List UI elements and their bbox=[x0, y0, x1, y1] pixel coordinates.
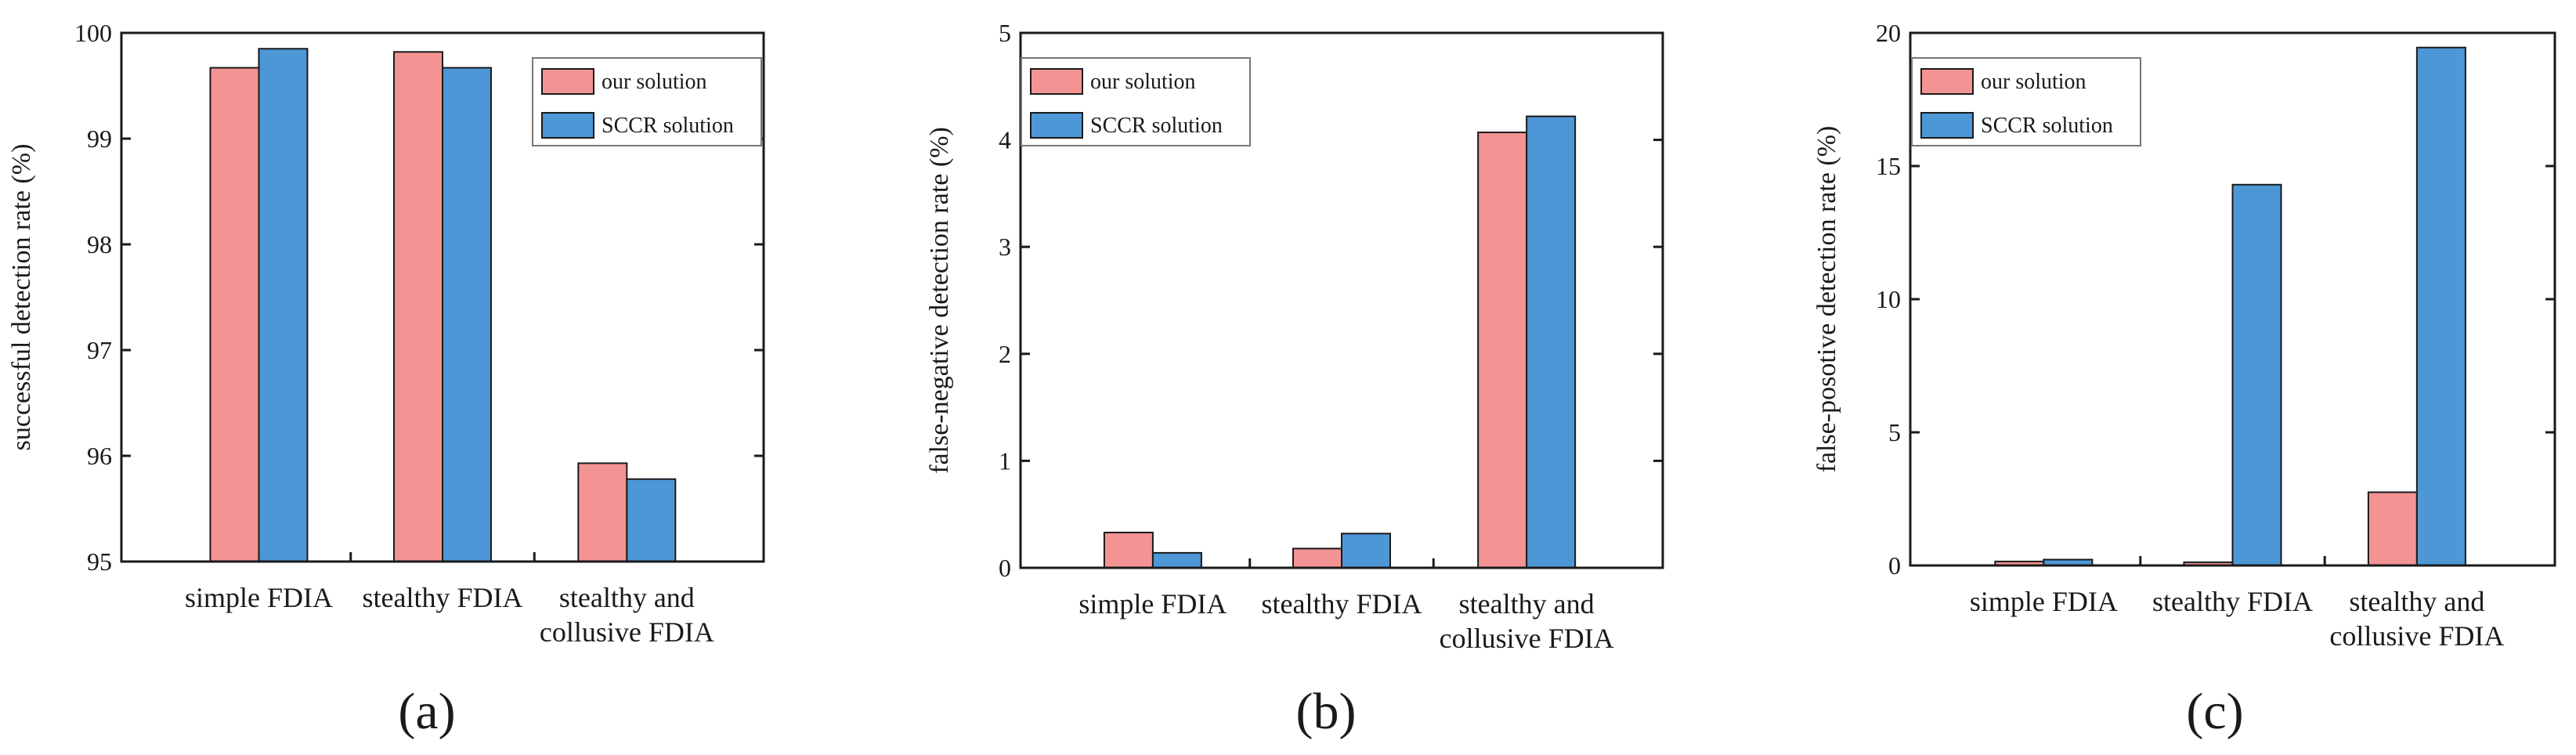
legend-swatch-2 bbox=[541, 112, 594, 139]
bar-sccr-solution-2 bbox=[2231, 183, 2282, 567]
bar-our-solution-1 bbox=[1103, 531, 1154, 569]
x-tick-label-3: stealthy and collusive FDIA bbox=[2329, 586, 2504, 652]
y-tick-label-2: 96 bbox=[87, 442, 112, 470]
panel-label: (c) bbox=[2186, 683, 2243, 740]
y-tick-label-5: 99 bbox=[87, 125, 112, 153]
y-tick-label-4: 3 bbox=[999, 233, 1011, 261]
y-tick-label-6: 100 bbox=[74, 19, 112, 47]
y-tick-label-6: 5 bbox=[999, 19, 1011, 47]
legend-swatch-2 bbox=[1920, 112, 1974, 139]
y-tick-label-4: 98 bbox=[87, 230, 112, 258]
y-tick-label-2: 1 bbox=[999, 446, 1011, 475]
y-tick-label-3: 97 bbox=[87, 336, 112, 364]
y-tick-label-1: 95 bbox=[87, 547, 112, 576]
y-tick-label-1: 0 bbox=[1888, 551, 1901, 580]
panel-label: (a) bbox=[398, 683, 455, 740]
legend: our solution SCCR solution bbox=[1911, 57, 2141, 146]
bar-sccr-solution-1 bbox=[1151, 551, 1202, 569]
y-tick-label-2: 5 bbox=[1888, 418, 1901, 446]
y-tick-label-4: 15 bbox=[1876, 152, 1901, 180]
x-tick-label-1: simple FDIA bbox=[1078, 588, 1227, 620]
y-tick-label-5: 20 bbox=[1876, 19, 1901, 47]
chart-panel-1: simple FDIA stealthy FDIA stealthy and coll… bbox=[7, 19, 765, 740]
bar-sccr-solution-2 bbox=[1341, 533, 1391, 569]
bar-our-solution-3 bbox=[2367, 491, 2418, 566]
bar-sccr-solution-3 bbox=[626, 478, 677, 563]
plot-frame bbox=[120, 31, 765, 563]
bar-sccr-solution-1 bbox=[258, 48, 309, 562]
legend: our solution SCCR solution bbox=[532, 57, 762, 146]
y-axis-label: false-negative detection rate (%) bbox=[925, 127, 954, 474]
bar-sccr-solution-3 bbox=[1526, 115, 1577, 569]
legend-label-1: our solution bbox=[602, 70, 707, 94]
y-axis-label: successful detection rate (%) bbox=[7, 144, 36, 451]
bar-our-solution-3 bbox=[1477, 132, 1528, 569]
panel-label: (b) bbox=[1296, 683, 1357, 740]
plot-frame bbox=[1019, 31, 1664, 569]
legend-swatch-1 bbox=[1920, 68, 1974, 95]
bar-our-solution-1 bbox=[209, 67, 260, 563]
y-tick-label-1: 0 bbox=[999, 554, 1011, 582]
x-tick-label-1: simple FDIA bbox=[185, 582, 333, 613]
x-tick-label-2: stealthy FDIA bbox=[1262, 588, 1422, 620]
x-tick-label-3: stealthy and collusive FDIA bbox=[540, 582, 714, 648]
legend-label-2: SCCR solution bbox=[602, 114, 734, 138]
bar-our-solution-2 bbox=[393, 51, 443, 563]
legend-label-1: our solution bbox=[1981, 70, 2086, 94]
x-tick-label-2: stealthy FDIA bbox=[2152, 586, 2313, 617]
bar-sccr-solution-3 bbox=[2415, 46, 2466, 566]
legend-swatch-1 bbox=[541, 68, 594, 95]
bar-sccr-solution-2 bbox=[442, 67, 492, 563]
chart-panel-3: simple FDIA stealthy FDIA stealthy and coll… bbox=[1812, 19, 2556, 740]
legend-swatch-2 bbox=[1030, 112, 1083, 139]
x-tick-label-3: stealthy and collusive FDIA bbox=[1440, 588, 1614, 654]
x-tick-label-2: stealthy FDIA bbox=[363, 582, 523, 613]
y-axis-label: false-posotive detection rate (%) bbox=[1812, 126, 1841, 473]
x-tick-label-1: simple FDIA bbox=[1970, 586, 2118, 617]
bar-our-solution-3 bbox=[577, 462, 628, 563]
legend-label-2: SCCR solution bbox=[1090, 114, 1223, 138]
legend-label-1: our solution bbox=[1090, 70, 1196, 94]
legend-label-2: SCCR solution bbox=[1981, 114, 2113, 138]
legend: our solution SCCR solution bbox=[1021, 57, 1251, 146]
y-tick-label-3: 2 bbox=[999, 340, 1011, 368]
bar-our-solution-2 bbox=[1292, 547, 1342, 569]
y-tick-label-3: 10 bbox=[1876, 285, 1901, 313]
y-tick-label-5: 4 bbox=[999, 126, 1011, 154]
legend-swatch-1 bbox=[1030, 68, 1083, 95]
chart-panel-2: simple FDIA stealthy FDIA stealthy and coll… bbox=[925, 19, 1664, 740]
